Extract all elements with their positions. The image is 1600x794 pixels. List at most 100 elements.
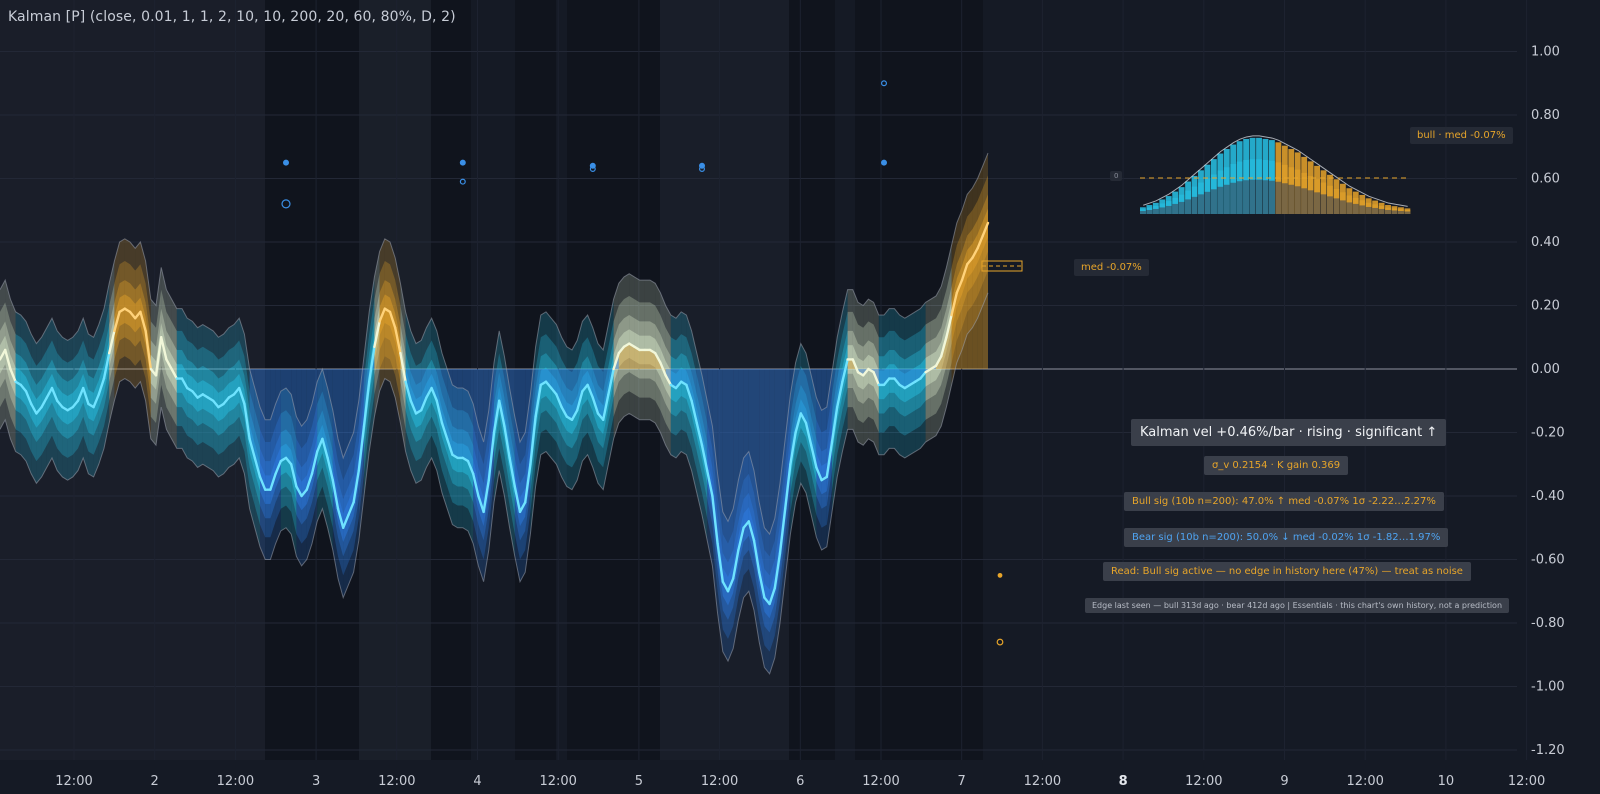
velocity-line-segment xyxy=(815,466,823,482)
indicator-title[interactable]: Kalman [P] (close, 0.01, 1, 1, 2, 10, 10… xyxy=(8,9,456,25)
velocity-line-segment xyxy=(602,393,610,421)
velocity-line-segment xyxy=(960,263,969,282)
velocity-area-segment xyxy=(733,369,739,579)
distribution-bar xyxy=(1307,190,1314,214)
distribution-bar xyxy=(1398,210,1404,214)
velocity-line-segment xyxy=(560,405,568,418)
velocity-line-segment xyxy=(435,399,444,425)
velocity-line-segment xyxy=(394,326,402,355)
velocity-area-segment xyxy=(686,369,692,401)
velocity-area-segment xyxy=(296,369,302,496)
velocity-area-segment xyxy=(436,369,442,423)
session-band xyxy=(567,0,660,760)
velocity-line-segment xyxy=(784,463,792,510)
velocity-line-segment xyxy=(139,310,147,333)
velocity-line-segment xyxy=(482,478,490,514)
bear-signal-dot xyxy=(589,165,596,172)
velocity-line-segment xyxy=(40,396,48,409)
velocity-area-segment xyxy=(478,369,484,512)
velocity-line-segment xyxy=(934,355,943,368)
velocity-line-segment xyxy=(893,377,901,387)
velocity-area-segment xyxy=(457,369,463,458)
velocity-line-segment xyxy=(45,386,54,399)
velocity-area-segment xyxy=(842,359,848,382)
distribution-bar xyxy=(1198,194,1204,214)
stats-label: σ_v 0.2154 · K gain 0.369 xyxy=(1204,456,1349,475)
x-tick-label: 12:00 xyxy=(1508,774,1545,789)
x-tick-label: 12:00 xyxy=(539,774,576,789)
velocity-area-segment xyxy=(962,264,968,369)
velocity-line-segment xyxy=(154,336,163,377)
distribution-bar xyxy=(1165,205,1172,214)
distribution-bar xyxy=(1391,210,1398,214)
distribution-bar xyxy=(1346,202,1353,214)
velocity-line-segment xyxy=(326,456,334,482)
edge-label: Edge last seen — bull 313d ago · bear 41… xyxy=(1085,598,1510,613)
bear-signal-dot xyxy=(281,199,291,209)
velocity-area-segment xyxy=(587,369,593,398)
velocity-line-segment xyxy=(399,351,407,383)
velocity-line-segment xyxy=(3,348,12,371)
velocity-area-segment xyxy=(681,369,687,385)
x-tick-label: 5 xyxy=(635,774,643,789)
velocity-line-segment xyxy=(19,383,28,393)
velocity-area-segment xyxy=(343,369,349,528)
velocity-line-segment xyxy=(508,456,516,488)
velocity-line-segment xyxy=(357,424,366,472)
velocity-line-segment xyxy=(919,370,927,380)
read-label: Read: Bull sig active — no edge in histo… xyxy=(1103,562,1471,581)
velocity-area-segment xyxy=(452,369,458,458)
velocity-area-segment xyxy=(717,369,723,582)
velocity-line-segment xyxy=(966,256,974,266)
velocity-area-segment xyxy=(322,369,328,458)
velocity-area-segment xyxy=(759,369,765,598)
y-tick-label: -0.20 xyxy=(1531,426,1565,441)
velocity-line-segment xyxy=(9,367,17,383)
distribution-bar xyxy=(1262,180,1269,214)
velocity-line-segment xyxy=(342,513,350,529)
velocity-line-segment xyxy=(404,380,412,402)
velocity-line-segment xyxy=(409,399,418,415)
velocity-line-segment xyxy=(524,463,532,504)
velocity-area-segment xyxy=(332,369,338,509)
velocity-area-segment xyxy=(483,369,489,512)
session-band xyxy=(515,0,556,760)
distribution-bar xyxy=(1404,211,1411,214)
velocity-area-segment xyxy=(884,369,890,385)
velocity-line-segment xyxy=(159,336,168,361)
velocity-line-segment xyxy=(440,421,449,441)
velocity-line-segment xyxy=(778,507,787,555)
velocity-line-segment xyxy=(113,310,121,333)
velocity-line-segment xyxy=(331,478,340,510)
distribution-bar xyxy=(1191,196,1198,214)
x-tick-label: 12:00 xyxy=(55,774,92,789)
velocity-line-segment xyxy=(243,402,251,441)
velocity-area-segment xyxy=(504,369,510,458)
x-tick-label: 12:00 xyxy=(862,774,899,789)
velocity-area-segment xyxy=(670,369,676,389)
velocity-line-segment xyxy=(310,450,319,475)
velocity-line-segment xyxy=(430,386,438,402)
x-tick-label: 8 xyxy=(1119,774,1128,789)
bear-signal-dot xyxy=(283,159,290,166)
velocity-area-segment xyxy=(509,369,515,487)
velocity-line-segment xyxy=(492,399,501,434)
distribution-bar xyxy=(1140,210,1146,214)
velocity-line-segment xyxy=(981,221,990,237)
velocity-line-segment xyxy=(71,399,80,409)
velocity-line-segment xyxy=(420,396,428,412)
distribution-bar xyxy=(1301,188,1308,214)
distribution-bar xyxy=(1230,182,1237,214)
velocity-line-segment xyxy=(711,494,719,545)
velocity-line-segment xyxy=(30,402,38,415)
y-tick-label: 1.00 xyxy=(1531,45,1560,60)
y-tick-label: 0.20 xyxy=(1531,299,1560,314)
velocity-area-segment xyxy=(530,369,536,465)
distribution-bar xyxy=(1288,184,1295,214)
velocity-line-segment xyxy=(732,548,740,580)
distribution-bar xyxy=(1372,207,1379,214)
velocity-area-segment xyxy=(769,369,775,604)
velocity-area-segment xyxy=(821,369,827,481)
velocity-area-segment xyxy=(265,369,271,490)
bear-signal-dot xyxy=(459,159,466,166)
